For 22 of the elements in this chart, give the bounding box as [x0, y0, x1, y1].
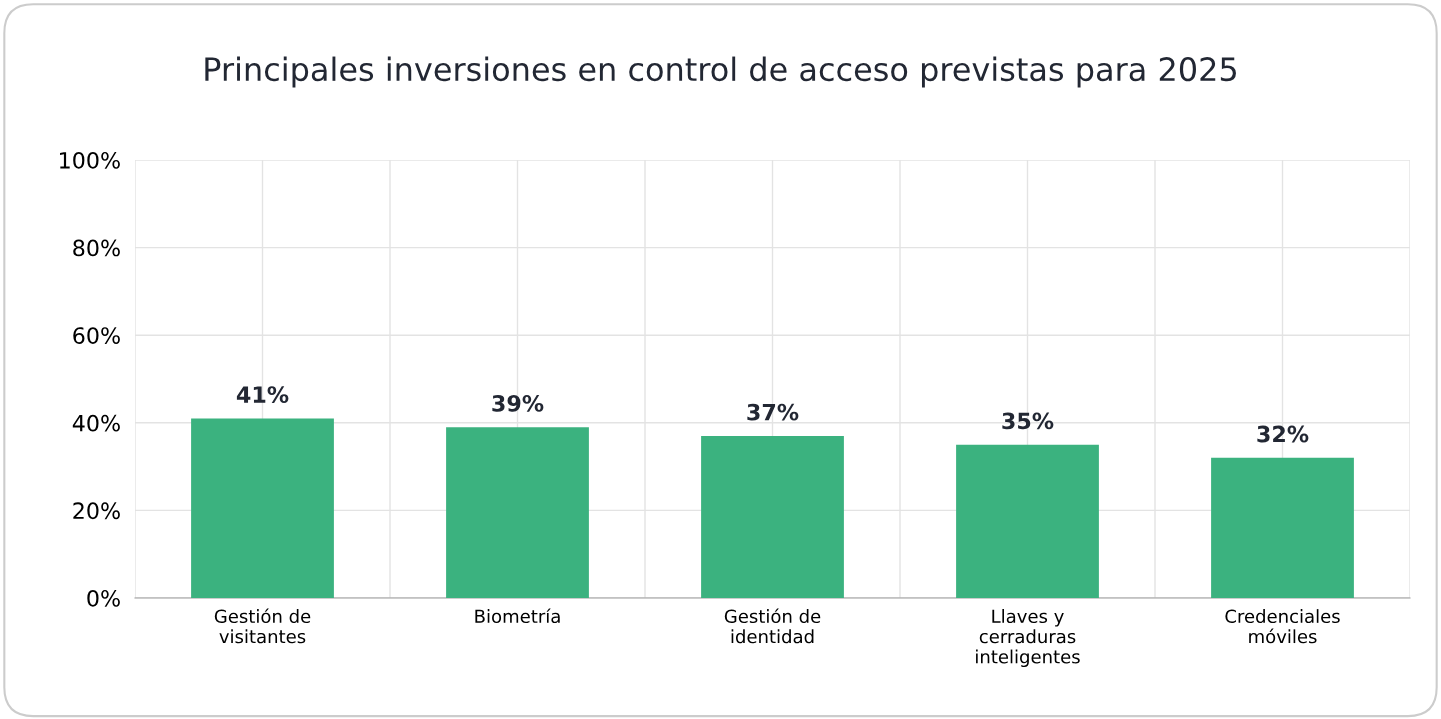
y-tick-label: 60% [73, 327, 120, 344]
x-tick-label: Llaves y cerraduras inteligentes [976, 609, 1080, 668]
bar [191, 418, 334, 598]
y-tick-label: 40% [72, 414, 120, 432]
y-tick-label: 100% [60, 151, 120, 169]
y-tick-label: 0% [87, 589, 120, 607]
data-label: 41% [236, 386, 289, 403]
chart-title: Principales inversiones en control de acceso previstas para 2025 [205, 56, 1236, 88]
x-tick-label: Gestión de visitantes [214, 608, 311, 644]
bar [1211, 457, 1354, 598]
data-label: 35% [1002, 412, 1054, 430]
y-tick-label: 20% [73, 502, 120, 520]
bar [956, 444, 1099, 598]
data-label: 32% [1257, 425, 1309, 443]
bar [446, 427, 589, 598]
y-tick-label: 80% [73, 239, 120, 257]
x-tick-label: Gestión de identidad [724, 608, 821, 644]
data-label: 39% [492, 394, 544, 412]
x-tick-label: Credenciales móviles [1225, 609, 1340, 644]
bar [701, 435, 844, 598]
data-label: 37% [747, 403, 799, 421]
x-tick-label: Biometría [475, 608, 560, 624]
